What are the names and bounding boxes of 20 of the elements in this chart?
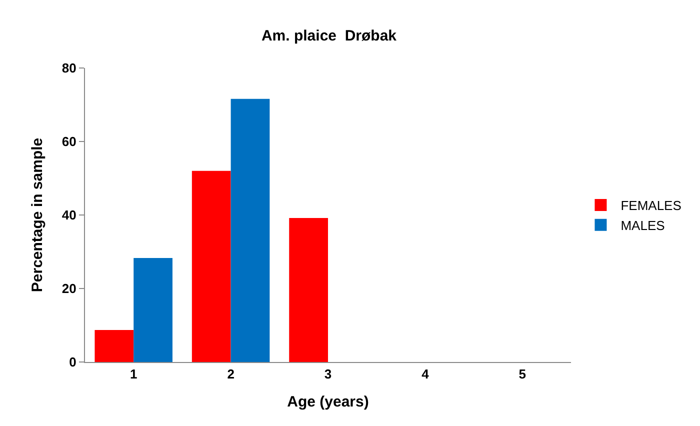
bar <box>192 170 231 362</box>
bar <box>94 330 134 362</box>
y-tick-label: 60 <box>62 134 76 150</box>
x-tick-label: 5 <box>518 366 526 382</box>
legend-label: MALES <box>620 218 666 233</box>
legend-label: FEMALES <box>620 198 682 214</box>
bar <box>289 218 328 362</box>
y-axis-title: Percentage in sample <box>29 138 46 292</box>
y-tick-label: 20 <box>62 281 76 296</box>
x-axis-title: Age (years) <box>287 394 369 411</box>
y-tick-label: 40 <box>62 208 76 223</box>
bar <box>230 98 270 362</box>
x-tick-label: 3 <box>324 366 332 382</box>
x-tick-label: 4 <box>422 366 430 382</box>
y-tick-label: 0 <box>69 354 76 370</box>
bar <box>134 258 172 362</box>
y-tick-label: 80 <box>62 60 76 76</box>
chart-title: Am. plaice Drøbak <box>261 27 398 44</box>
x-tick-label: 2 <box>227 366 234 382</box>
x-tick-label: 1 <box>130 366 138 382</box>
